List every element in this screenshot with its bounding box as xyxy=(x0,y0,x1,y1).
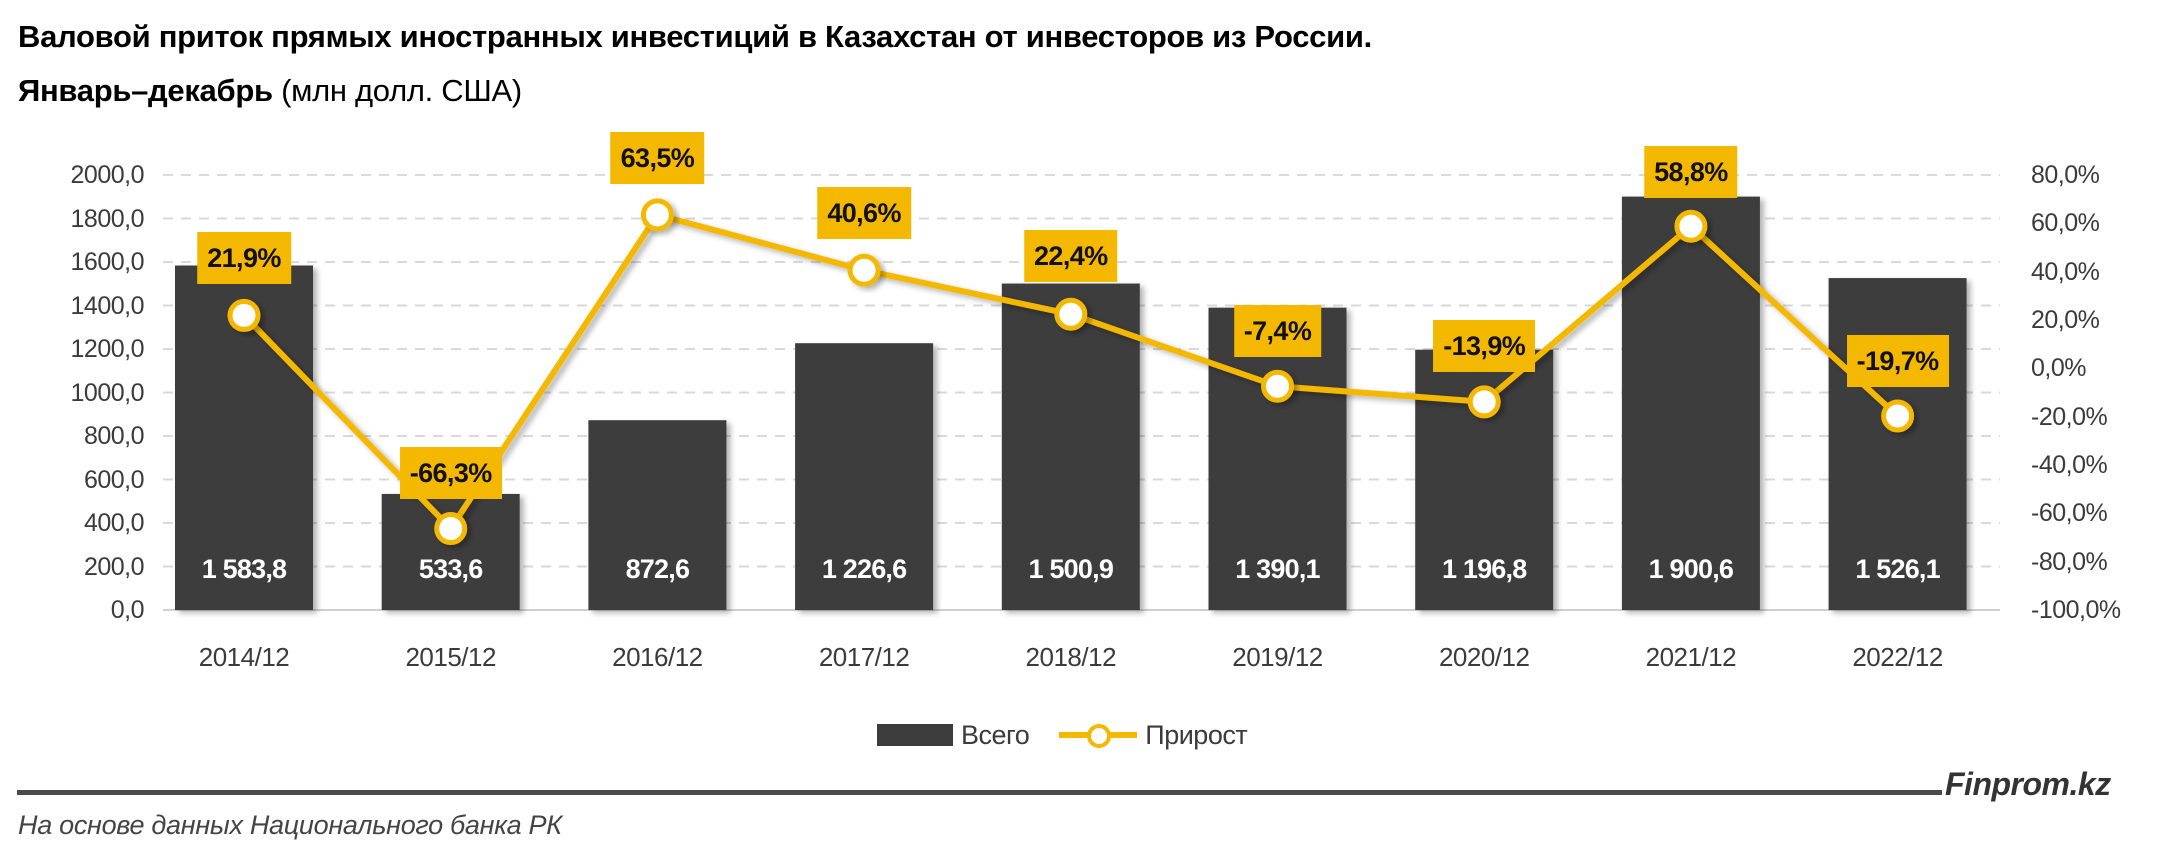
growth-label: -7,4% xyxy=(1233,305,1322,357)
right-axis-tick: 0,0% xyxy=(2031,354,2086,383)
growth-label: -13,9% xyxy=(1433,320,1536,372)
chart-title: Валовой приток прямых иностранных инвест… xyxy=(18,19,1372,54)
x-axis-label: 2020/12 xyxy=(1438,642,1530,672)
bar-2015/12 xyxy=(381,493,520,610)
source-note: На основе данных Национального банка РК xyxy=(18,810,562,840)
bar-value-label: 1 390,1 xyxy=(1235,554,1320,584)
bar-value-label: 872,6 xyxy=(625,554,690,584)
bar-value-label: 1 500,9 xyxy=(1028,554,1114,584)
right-axis-tick: 60,0% xyxy=(2031,209,2100,238)
right-axis-tick: -40,0% xyxy=(2031,451,2108,479)
line-marker xyxy=(1467,385,1501,419)
bar-2017/12 xyxy=(795,343,934,610)
bar-2022/12 xyxy=(1828,278,1967,610)
line-marker xyxy=(847,253,881,287)
right-axis-tick: 40,0% xyxy=(2031,257,2100,286)
left-axis-tick: 0,0 xyxy=(110,596,145,624)
left-axis-tick: 400,0 xyxy=(83,509,145,537)
right-axis-tick: -100,0% xyxy=(2031,596,2121,624)
x-axis-label: 2019/12 xyxy=(1232,642,1323,672)
left-axis-tick: 1400,0 xyxy=(70,291,145,320)
line-marker xyxy=(227,298,261,332)
brand-logo: Finprom.kz xyxy=(1945,766,2111,802)
growth-label: -66,3% xyxy=(399,447,502,499)
line-marker xyxy=(1674,209,1708,243)
footer-divider xyxy=(17,790,1942,795)
left-axis-tick: 1600,0 xyxy=(70,248,145,276)
line-marker xyxy=(434,512,468,546)
period-label: Январь–декабрь xyxy=(18,73,273,108)
legend: Всего Прирост xyxy=(877,718,1248,752)
left-axis-tick: 600,0 xyxy=(83,465,145,494)
bar-2018/12 xyxy=(1001,283,1140,610)
bar-value-label: 1 226,6 xyxy=(821,554,907,584)
bar-value-label: 1 900,6 xyxy=(1648,554,1734,584)
bar-value-label: 1 196,8 xyxy=(1441,554,1527,584)
x-axis-label: 2016/12 xyxy=(612,642,703,672)
growth-label: 22,4% xyxy=(1024,230,1118,282)
right-axis-tick: 20,0% xyxy=(2031,306,2100,334)
left-axis-tick: 200,0 xyxy=(83,552,145,581)
bar-2016/12 xyxy=(588,420,727,610)
x-axis-label: 2022/12 xyxy=(1852,642,1943,672)
line-marker-icon xyxy=(1059,718,1138,752)
line-marker xyxy=(1261,369,1294,403)
left-axis-tick: 800,0 xyxy=(83,422,145,450)
growth-label: 63,5% xyxy=(610,132,705,184)
legend-bar-label: Всего xyxy=(961,719,1030,750)
right-axis-tick: -20,0% xyxy=(2031,402,2108,431)
x-axis-label: 2021/12 xyxy=(1645,642,1737,672)
x-axis-label: 2017/12 xyxy=(818,642,910,672)
left-axis-tick: 1200,0 xyxy=(70,335,145,363)
right-axis-tick: -60,0% xyxy=(2031,499,2108,528)
growth-label: 21,9% xyxy=(197,232,291,284)
unit-label: (млн долл. США) xyxy=(272,73,522,108)
bar-value-label: 1 583,8 xyxy=(201,554,287,584)
line-marker xyxy=(1054,297,1088,331)
legend-line-label: Прирост xyxy=(1145,719,1248,750)
growth-label: 58,8% xyxy=(1644,146,1738,198)
chart-subtitle: Январь–декабрь (млн долл. США) xyxy=(18,72,522,110)
growth-label: -19,7% xyxy=(1846,335,1949,387)
line-marker xyxy=(640,198,674,232)
right-axis-tick: 80,0% xyxy=(2031,161,2100,189)
left-axis-tick: 1800,0 xyxy=(70,204,145,233)
right-axis-tick: -80,0% xyxy=(2031,547,2108,576)
left-axis-tick: 1000,0 xyxy=(70,378,145,407)
bar-2019/12 xyxy=(1208,307,1347,610)
x-axis-label: 2018/12 xyxy=(1025,642,1117,672)
bar-2021/12 xyxy=(1621,196,1760,610)
x-axis-label: 2015/12 xyxy=(405,642,496,672)
growth-label: 40,6% xyxy=(817,187,911,239)
line-marker xyxy=(1881,399,1915,433)
left-axis-tick: 2000,0 xyxy=(70,161,145,189)
bar-value-label: 533,6 xyxy=(418,554,483,584)
bar-value-label: 1 526,1 xyxy=(1855,554,1940,584)
x-axis-label: 2014/12 xyxy=(198,642,290,672)
bar-swatch-icon xyxy=(877,724,953,746)
